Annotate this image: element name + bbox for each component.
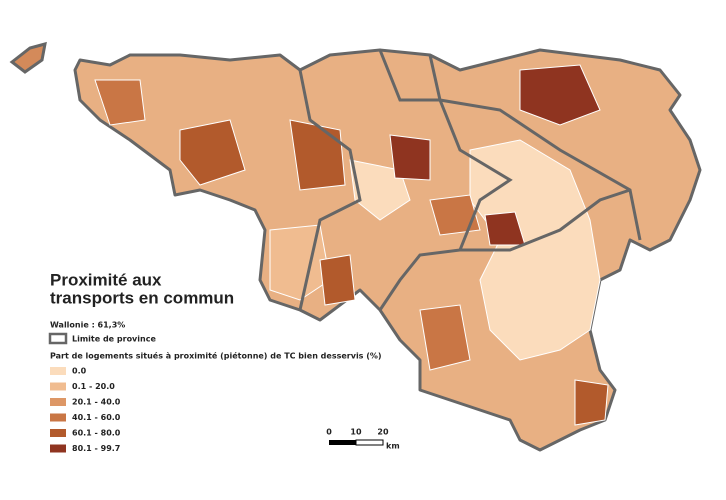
scale-tick: 20 [377,428,389,437]
legend-swatch [50,444,66,453]
scale-unit: km [386,442,400,451]
province-legend: Limite de province [72,335,156,344]
area [94,79,146,126]
legend-label: 40.1 - 60.0 [72,413,121,422]
title: transports en commun [50,288,234,307]
area [179,119,246,186]
area [419,304,471,371]
province-limit [428,54,642,241]
legend-label: 60.1 - 80.0 [72,429,121,438]
legend-label: 0.0 [72,367,87,376]
area [574,379,609,426]
legend-swatch [50,382,66,391]
scale-segment [355,439,384,446]
area [429,194,481,236]
legend-label: 0.1 - 20.0 [72,382,115,391]
legend-label: 80.1 - 99.7 [72,444,120,453]
area [319,254,356,306]
legend-swatch [50,398,66,406]
scale-segment [329,440,356,445]
area [289,119,346,191]
province-limit [298,69,362,311]
province-limit [378,49,513,311]
subtitle: Wallonie : 61,3% [50,321,125,330]
scale-bar: 0 10 20 km [326,428,399,451]
area [519,64,601,126]
title: Proximité aux [50,270,162,289]
area [389,134,431,181]
legend: 0.0 0.1 - 20.0 20.1 - 40.0 40.1 - 60.0 60.1 … [50,367,121,453]
legend-swatch [50,367,66,375]
legend-swatch [50,429,66,437]
scale-tick: 0 [326,428,332,437]
province-limit [460,188,631,252]
province-swatch [48,332,68,345]
enclave [9,41,47,74]
legend-title: Part de logements situés à proximité (pi… [50,351,382,361]
map [9,41,702,452]
scale-tick: 10 [350,428,362,437]
legend-label: 20.1 - 40.0 [72,398,121,407]
legend-swatch [50,413,66,422]
